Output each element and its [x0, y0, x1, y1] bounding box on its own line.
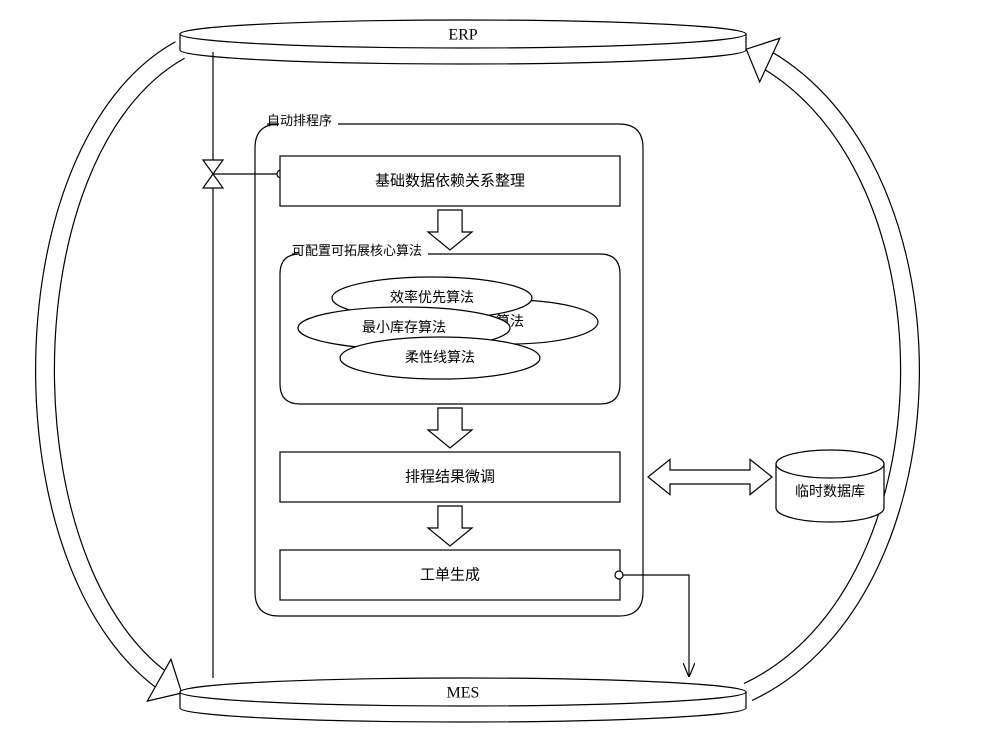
step3-box-label: 排程结果微调: [405, 468, 495, 485]
algo-bottom-label: 柔性线算法: [405, 350, 475, 366]
step1-box-label: 基础数据依赖关系整理: [375, 172, 525, 189]
temp-db-label: 临时数据库: [795, 484, 865, 500]
mes-label: MES: [447, 685, 480, 702]
algorithm-panel-title: 可配置可拓展核心算法: [292, 243, 422, 258]
outer-arrow-left-shaft-inner: [45, 50, 180, 692]
algo-top-label: 效率优先算法: [390, 289, 474, 306]
outer-arrow-left-shaft-outline: [45, 50, 180, 692]
outer-arrow-right-shaft-inner: [748, 50, 910, 692]
arrow-algo-to-step3: [428, 408, 472, 448]
arrow-step3-to-step4: [428, 506, 472, 546]
double-arrow-step3-db: [648, 459, 772, 494]
step4-box-label: 工单生成: [420, 566, 480, 583]
program-panel-title: 自动排程序: [267, 113, 332, 128]
outer-arrow-right-shaft-outline: [748, 50, 910, 692]
arrow-step1-to-algo: [428, 210, 472, 250]
algo-middle-label: 最小库存算法: [362, 320, 446, 336]
line-step4-to-mes: [623, 575, 689, 676]
erp-label: ERP: [448, 27, 477, 44]
port-step4: [615, 571, 623, 579]
temp-db-top: [776, 450, 884, 478]
